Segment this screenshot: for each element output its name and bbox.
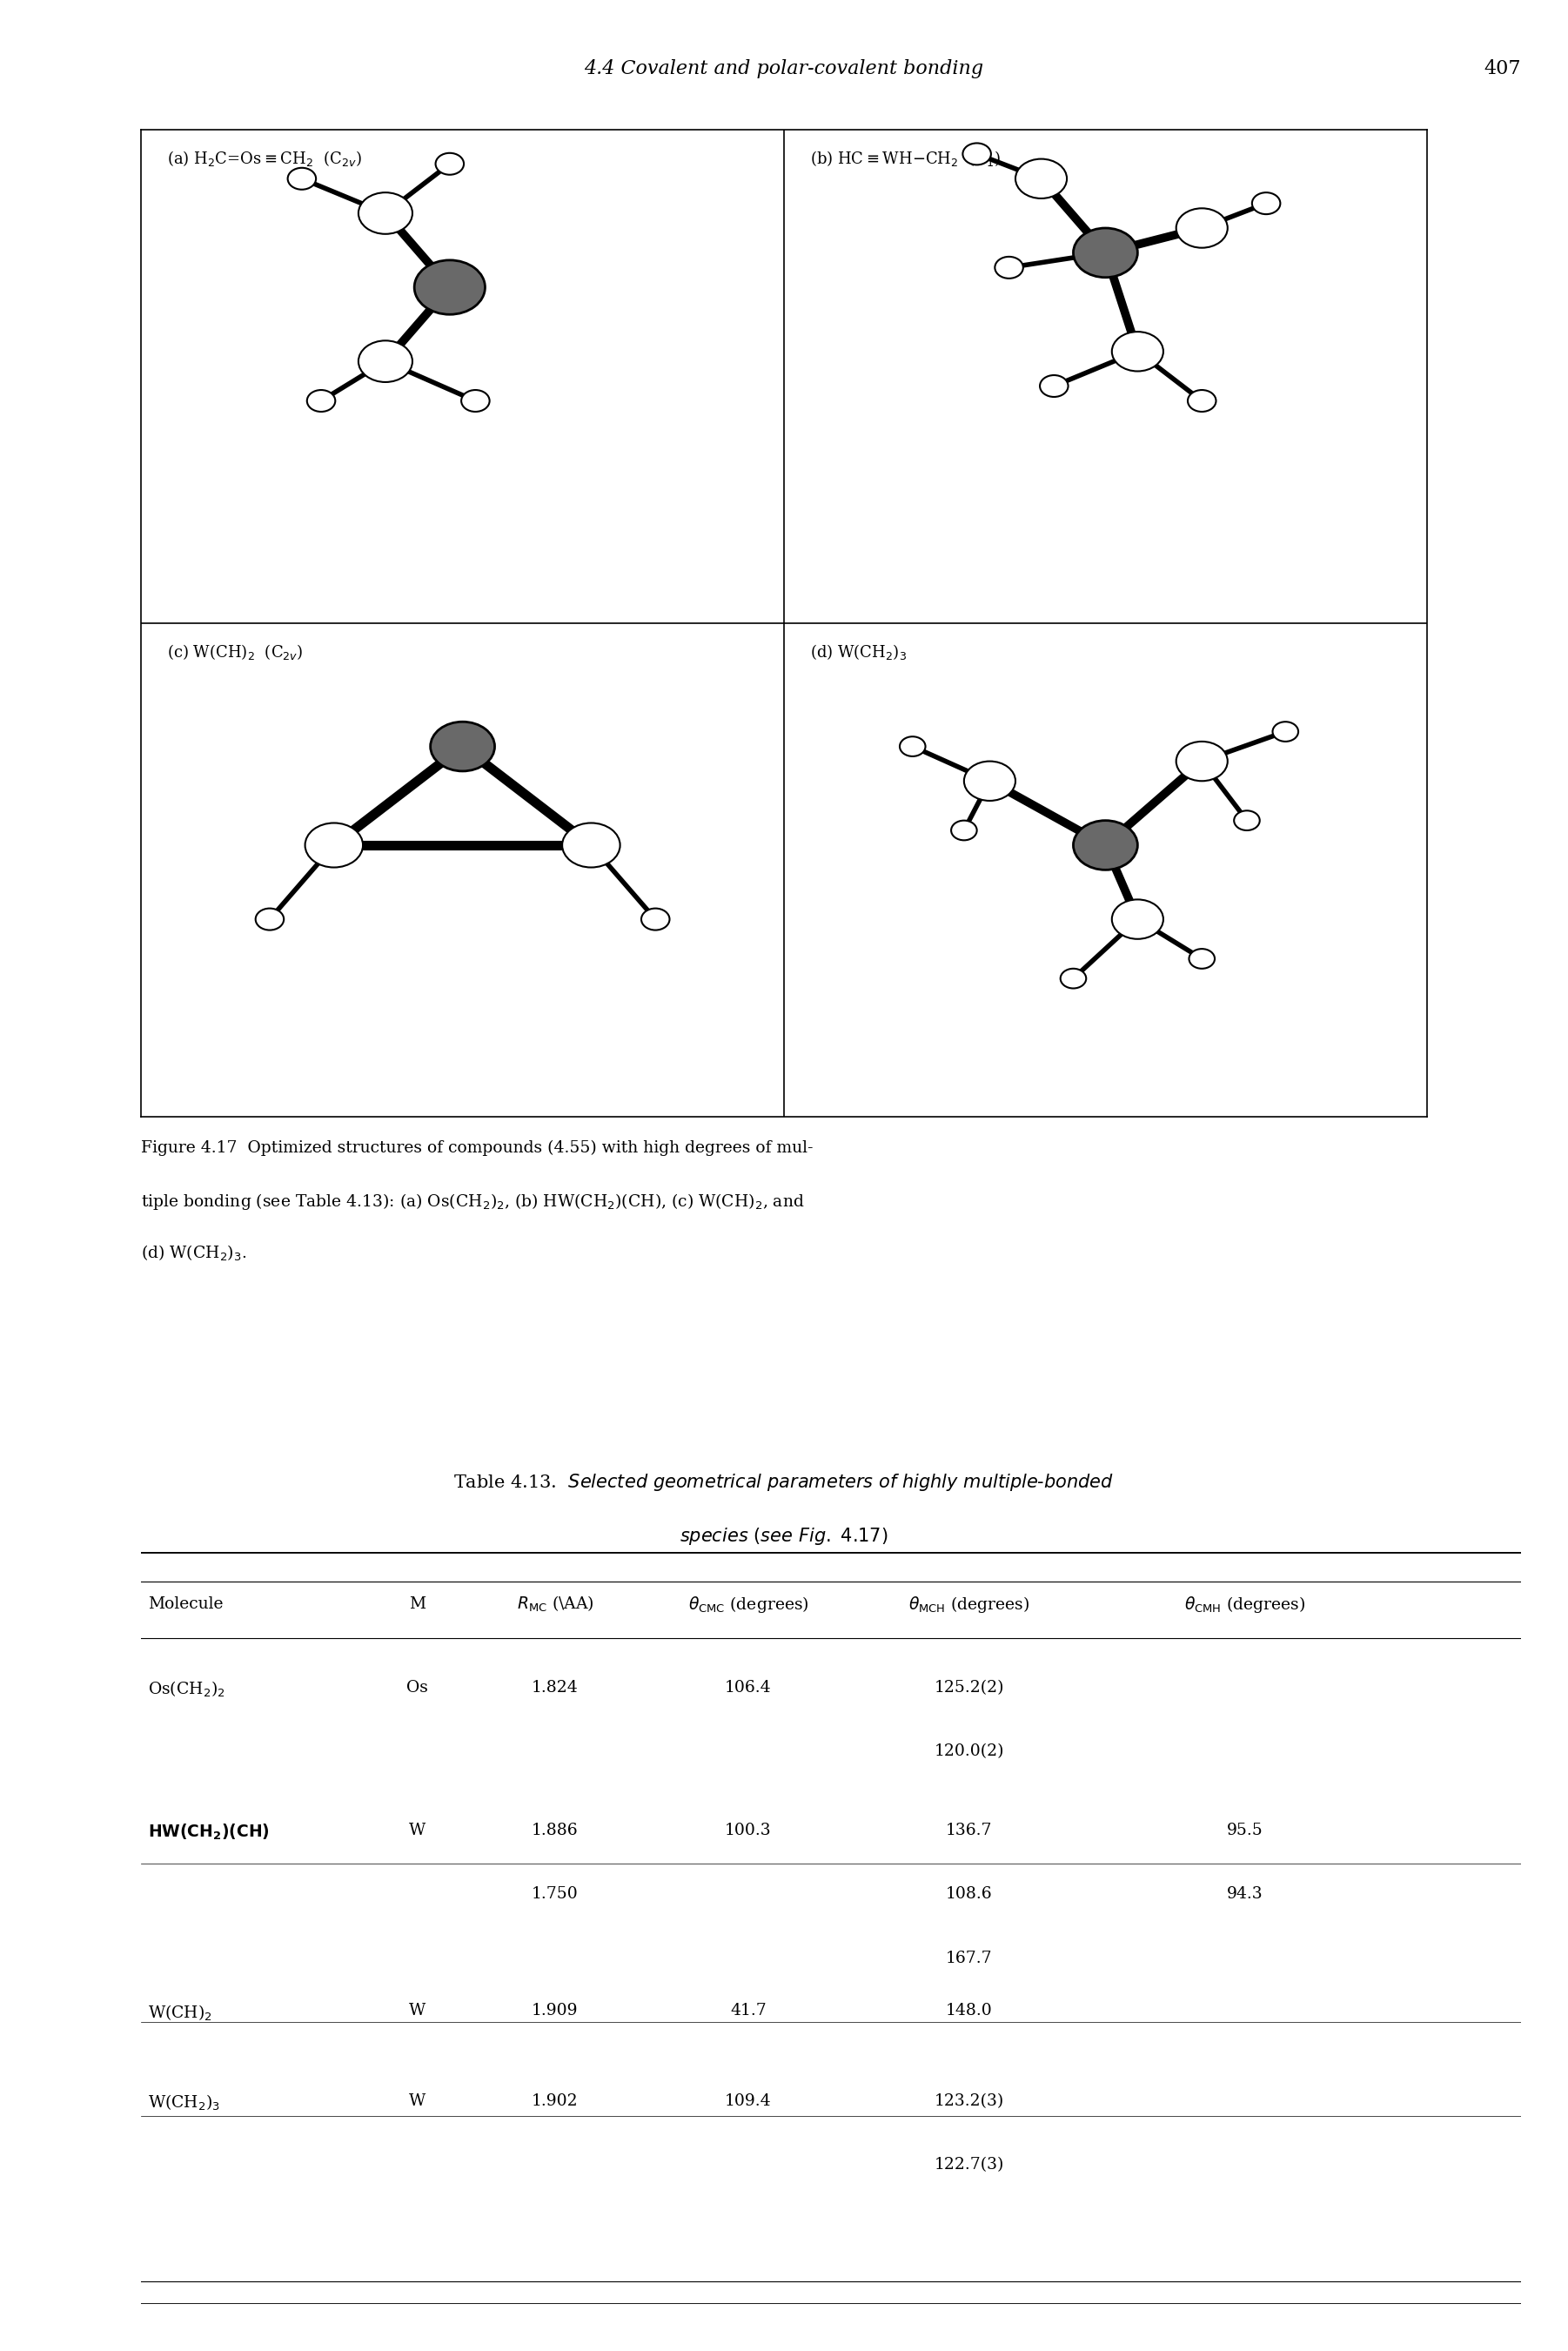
Text: 108.6: 108.6 [946, 1886, 993, 1902]
Text: 1.886: 1.886 [532, 1822, 579, 1838]
Text: M: M [409, 1596, 425, 1613]
Circle shape [1189, 950, 1215, 969]
Text: (a) H$_2$C=Os$\equiv$CH$_2$  (C$_{2v}$): (a) H$_2$C=Os$\equiv$CH$_2$ (C$_{2v}$) [166, 148, 362, 169]
Text: $\theta_{\mathrm{CMH}}$ (degrees): $\theta_{\mathrm{CMH}}$ (degrees) [1184, 1594, 1306, 1615]
Circle shape [641, 907, 670, 931]
Text: Molecule: Molecule [147, 1596, 223, 1613]
Text: 1.750: 1.750 [532, 1886, 579, 1902]
Text: 123.2(3): 123.2(3) [935, 2092, 1004, 2109]
Circle shape [900, 736, 925, 757]
Text: 41.7: 41.7 [731, 2003, 767, 2020]
Text: W(CH$_2$)$_3$: W(CH$_2$)$_3$ [147, 2092, 221, 2114]
Text: 1.824: 1.824 [532, 1679, 579, 1695]
Circle shape [1234, 811, 1259, 830]
Text: $R_{\mathrm{MC}}$ (\AA): $R_{\mathrm{MC}}$ (\AA) [516, 1594, 594, 1615]
Circle shape [359, 193, 412, 235]
Text: 120.0(2): 120.0(2) [935, 1744, 1004, 1759]
Text: 122.7(3): 122.7(3) [935, 2158, 1004, 2172]
Circle shape [1112, 331, 1163, 371]
Circle shape [963, 143, 991, 165]
Text: 125.2(2): 125.2(2) [935, 1679, 1004, 1695]
Text: $\mathbf{HW(CH_2)(CH)}$: $\mathbf{HW(CH_2)(CH)}$ [147, 1822, 270, 1841]
Circle shape [1040, 376, 1068, 397]
Text: 4.4 Covalent and polar-covalent bonding: 4.4 Covalent and polar-covalent bonding [585, 59, 983, 78]
Text: 94.3: 94.3 [1226, 1886, 1264, 1902]
Circle shape [307, 390, 336, 411]
Text: Os(CH$_2$)$_2$: Os(CH$_2$)$_2$ [147, 1679, 226, 1700]
Text: (d) W(CH$_2$)$_3$: (d) W(CH$_2$)$_3$ [809, 642, 906, 663]
Text: tiple bonding (see Table 4.13): (a) Os(CH$_2$)$_2$, (b) HW(CH$_2$)(CH), (c) W(CH: tiple bonding (see Table 4.13): (a) Os(C… [141, 1192, 804, 1213]
Circle shape [287, 167, 317, 190]
Text: Table 4.13.  $\it{Selected\ geometrical\ parameters\ of\ highly\ multiple\text{-: Table 4.13. $\it{Selected\ geometrical\ … [453, 1472, 1115, 1493]
Text: Os: Os [406, 1679, 428, 1695]
Text: 148.0: 148.0 [946, 2003, 993, 2020]
Text: W: W [409, 2092, 425, 2109]
Text: W: W [409, 1822, 425, 1838]
Text: 106.4: 106.4 [724, 1679, 771, 1695]
Circle shape [952, 820, 977, 839]
Circle shape [1112, 900, 1163, 938]
Circle shape [1060, 969, 1087, 987]
Text: (c) W(CH)$_2$  (C$_{2v}$): (c) W(CH)$_2$ (C$_{2v}$) [166, 642, 303, 663]
Circle shape [964, 762, 1016, 802]
Text: W: W [409, 2003, 425, 2020]
Text: 1.902: 1.902 [532, 2092, 579, 2109]
Circle shape [1016, 160, 1066, 197]
Text: 407: 407 [1483, 59, 1521, 78]
Text: W(CH)$_2$: W(CH)$_2$ [147, 2003, 212, 2022]
Circle shape [1073, 228, 1138, 277]
Circle shape [1073, 820, 1138, 870]
Circle shape [256, 907, 284, 931]
Text: (b) HC$\equiv$WH$-$CH$_2$  (C$_1$): (b) HC$\equiv$WH$-$CH$_2$ (C$_1$) [809, 148, 1000, 169]
Circle shape [359, 341, 412, 383]
Text: 136.7: 136.7 [946, 1822, 993, 1838]
Text: 100.3: 100.3 [724, 1822, 771, 1838]
Text: $\it{species\ (see\ Fig.\ 4.17)}$: $\it{species\ (see\ Fig.\ 4.17)}$ [681, 1526, 887, 1547]
Circle shape [306, 823, 362, 868]
Circle shape [563, 823, 619, 868]
Text: $\theta_{\mathrm{MCH}}$ (degrees): $\theta_{\mathrm{MCH}}$ (degrees) [908, 1594, 1030, 1615]
Circle shape [994, 256, 1024, 277]
Circle shape [1176, 741, 1228, 781]
Circle shape [436, 153, 464, 174]
Circle shape [1176, 209, 1228, 247]
Text: 1.909: 1.909 [532, 2003, 579, 2020]
Circle shape [1273, 722, 1298, 741]
Text: 109.4: 109.4 [724, 2092, 771, 2109]
Text: 95.5: 95.5 [1226, 1822, 1264, 1838]
Text: Figure 4.17  Optimized structures of compounds (4.55) with high degrees of mul-: Figure 4.17 Optimized structures of comp… [141, 1140, 814, 1157]
Circle shape [461, 390, 489, 411]
Circle shape [1251, 193, 1281, 214]
Text: (d) W(CH$_2$)$_3$.: (d) W(CH$_2$)$_3$. [141, 1244, 246, 1262]
Text: 167.7: 167.7 [946, 1951, 993, 1965]
Text: $\theta_{\mathrm{CMC}}$ (degrees): $\theta_{\mathrm{CMC}}$ (degrees) [688, 1594, 809, 1615]
Circle shape [414, 261, 485, 315]
Circle shape [430, 722, 495, 771]
Circle shape [1187, 390, 1217, 411]
